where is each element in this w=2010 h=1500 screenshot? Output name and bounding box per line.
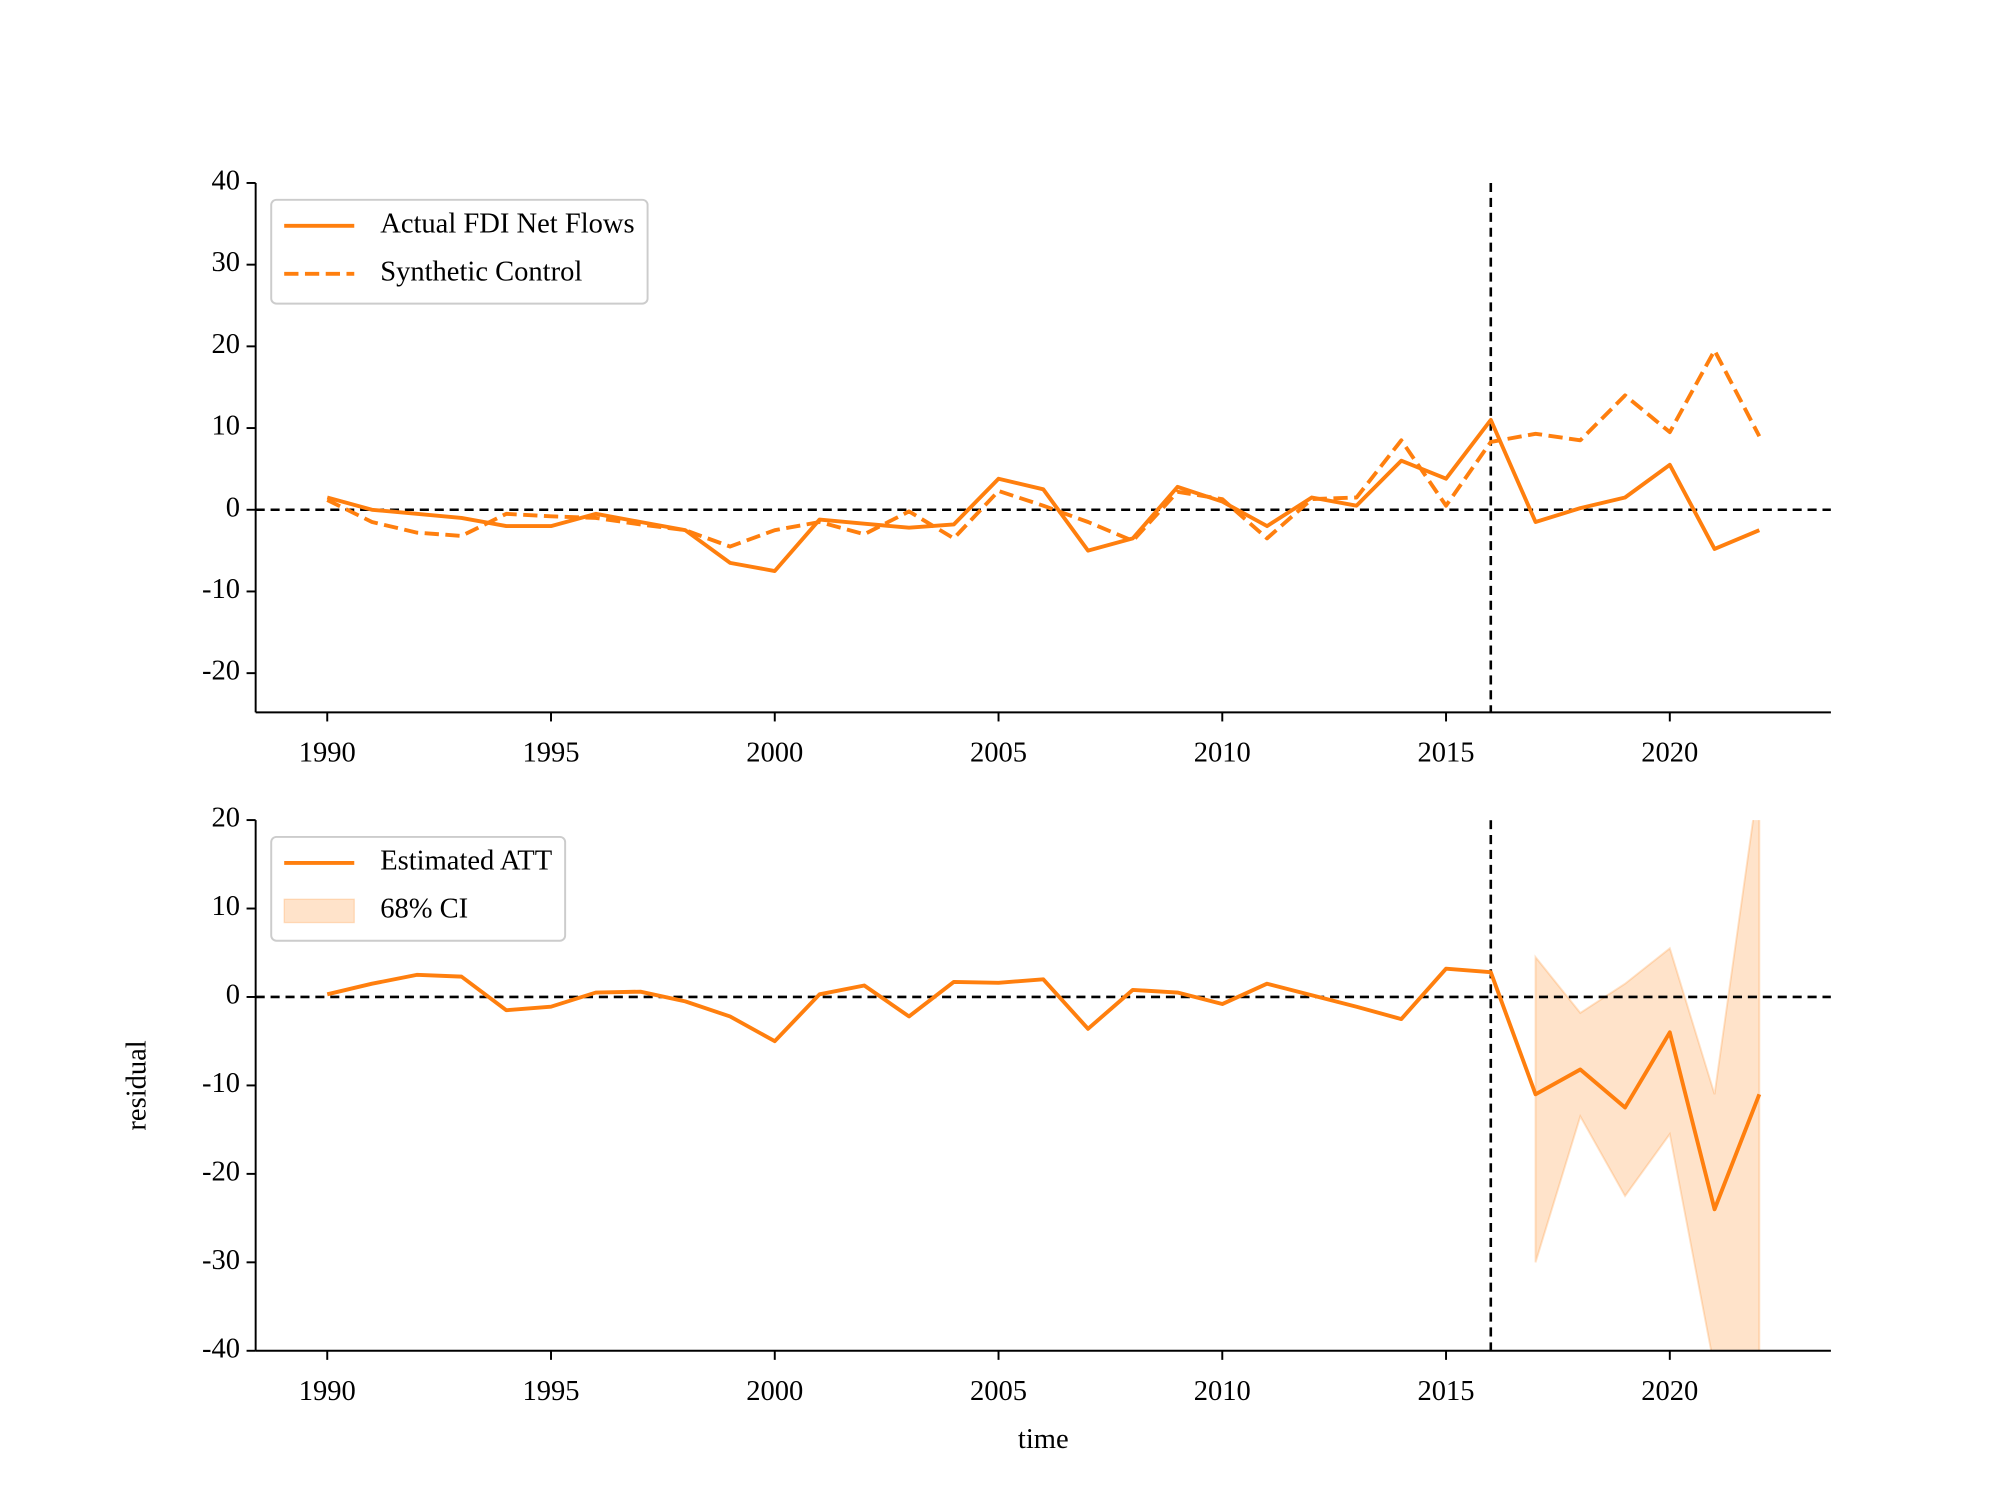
legend-label: 68% CI (380, 893, 468, 924)
x-tick-label: 2005 (970, 738, 1027, 769)
legend-label: Actual FDI Net Flows (380, 208, 634, 239)
y-tick-label: 0 (226, 492, 240, 523)
x-tick-label: 2010 (1194, 738, 1251, 769)
y-tick-label: -20 (202, 1156, 240, 1187)
x-tick-label: 2015 (1418, 1376, 1475, 1407)
y-tick-label: 30 (212, 247, 241, 278)
y-tick-label: -10 (202, 574, 240, 605)
x-tick-label: 2000 (746, 738, 803, 769)
y-tick-label: 40 (212, 166, 241, 197)
x-axis-label: time (1018, 1424, 1069, 1455)
x-tick-label: 1995 (522, 738, 579, 769)
y-tick-label: 20 (212, 803, 241, 834)
y-tick-label: -40 (202, 1333, 240, 1364)
y-tick-label: -10 (202, 1068, 240, 1099)
series-line (326, 348, 1762, 549)
x-tick-label: 1990 (299, 738, 356, 769)
y-axis-label: residual (121, 1040, 152, 1130)
y-tick-label: 20 (212, 329, 241, 360)
x-tick-label: 2010 (1194, 1376, 1251, 1407)
plot-area (255, 182, 1831, 713)
x-tick-label: 2005 (970, 1376, 1027, 1407)
ci-band (1534, 820, 1761, 1351)
legend-label: Synthetic Control (380, 256, 582, 287)
y-tick-label: 10 (212, 411, 241, 442)
legend-label: Estimated ATT (380, 845, 552, 876)
y-tick-label: -20 (202, 656, 240, 687)
plot-area (255, 820, 1831, 1351)
series-line (326, 417, 1761, 573)
x-tick-label: 2020 (1641, 738, 1698, 769)
y-tick-label: 0 (226, 980, 240, 1011)
x-tick-label: 2020 (1641, 1376, 1698, 1407)
series-line (326, 966, 1762, 1212)
x-tick-label: 2015 (1418, 738, 1475, 769)
y-tick-label: 10 (212, 891, 241, 922)
x-tick-label: 1995 (522, 1376, 579, 1407)
y-tick-label: -30 (202, 1245, 240, 1276)
legend-box (270, 198, 649, 305)
x-tick-label: 2000 (746, 1376, 803, 1407)
legend-swatch (283, 898, 355, 924)
x-tick-label: 1990 (299, 1376, 356, 1407)
